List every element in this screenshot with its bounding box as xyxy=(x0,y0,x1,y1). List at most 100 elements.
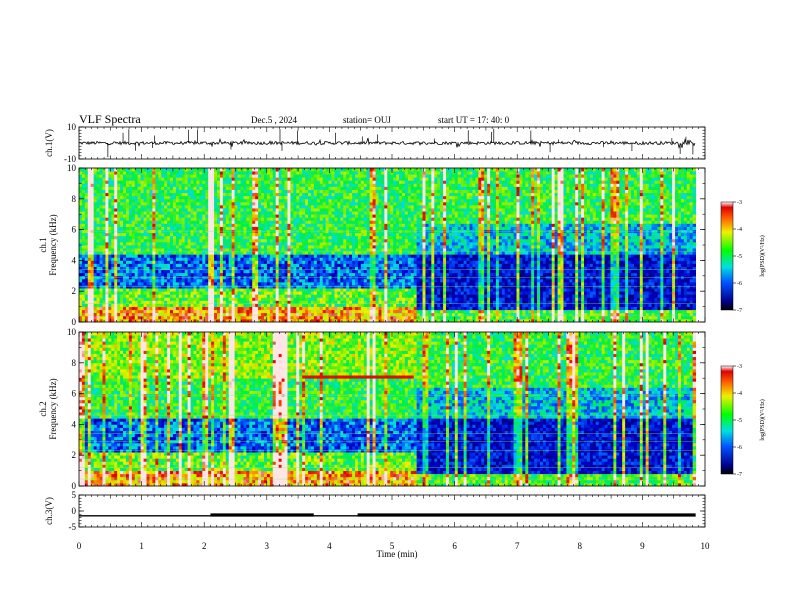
spectrogram-cell xyxy=(81,260,86,264)
spectrogram-cell xyxy=(184,303,189,307)
spectrogram-cell xyxy=(152,235,156,240)
spectrogram-cell xyxy=(199,201,203,206)
spectrogram-cell xyxy=(158,192,162,197)
spectrogram-cell xyxy=(84,198,89,203)
spectrogram-cell xyxy=(293,272,297,277)
spectrogram-cell xyxy=(319,183,324,187)
spectrogram-cell xyxy=(131,183,136,187)
spectrogram-cell xyxy=(334,245,338,249)
spectrogram-cell xyxy=(352,168,356,172)
spectrogram-cell xyxy=(131,312,136,317)
spectrogram-cell xyxy=(293,198,297,203)
spectrogram-cell xyxy=(137,260,142,264)
spectrogram-cell xyxy=(93,201,98,206)
spectrogram-cell xyxy=(352,226,356,230)
spectrogram-cell xyxy=(102,195,106,200)
spectrogram-cell xyxy=(152,186,156,190)
spectrogram-cell xyxy=(102,257,106,261)
spectrogram-cell xyxy=(331,309,335,314)
spectrogram-cell xyxy=(334,171,338,175)
spectrogram-cell xyxy=(325,303,329,307)
spectrogram-cell xyxy=(199,223,203,227)
spectrogram-cell xyxy=(87,180,92,184)
spectrogram-cell xyxy=(343,241,347,246)
spectrogram-cell xyxy=(313,186,318,190)
spectrogram-cell xyxy=(187,315,191,320)
spectrogram-cell xyxy=(349,309,353,314)
spectrogram-cell xyxy=(125,288,130,292)
spectrogram-cell xyxy=(222,168,227,172)
spectrogram-cell xyxy=(275,217,280,221)
spectrogram-cell xyxy=(331,278,335,283)
spectrogram-cell xyxy=(211,260,215,264)
spectrogram-cell xyxy=(246,263,250,267)
spectrogram-cell xyxy=(269,235,274,240)
spectrogram-cell xyxy=(246,254,250,258)
spectrogram-cell xyxy=(278,211,282,215)
spectrogram-cell xyxy=(202,189,206,194)
spectrogram-cell xyxy=(302,291,306,295)
spectrogram-cell xyxy=(219,254,224,258)
spectrogram-cell xyxy=(328,238,332,243)
spectrogram-cell xyxy=(258,241,262,246)
spectrogram-cell xyxy=(225,303,230,307)
spectrogram-cell xyxy=(252,180,256,184)
spectrogram-cell xyxy=(293,189,297,194)
spectrogram-cell xyxy=(164,171,168,175)
spectrogram-cell xyxy=(219,309,224,314)
spectrogram-cell xyxy=(117,291,121,295)
spectrogram-cell xyxy=(214,318,218,323)
spectrogram-cell xyxy=(81,272,86,277)
spectrogram-cell xyxy=(87,211,92,215)
spectrogram-cell xyxy=(143,189,147,194)
spectrogram-cell xyxy=(155,291,159,295)
spectrogram-cell xyxy=(87,312,92,317)
spectrogram-cell xyxy=(228,300,233,304)
spectrogram-cell xyxy=(181,251,186,255)
spectrogram-cell xyxy=(128,168,133,172)
spectrogram-cell xyxy=(217,186,221,190)
spectrogram-cell xyxy=(319,214,324,218)
spectrogram-cell xyxy=(328,183,332,187)
spectrogram-cell xyxy=(99,291,103,295)
spectrogram-cell xyxy=(275,254,280,258)
spectrogram-cell xyxy=(228,174,233,178)
spectrogram-cell xyxy=(211,303,215,307)
spectrogram-cell xyxy=(240,241,244,246)
spectrogram-cell xyxy=(287,260,291,264)
spectrogram-cell xyxy=(217,241,221,246)
spectrogram-cell xyxy=(102,248,106,252)
spectrogram-cell xyxy=(252,201,256,206)
spectrogram-cell xyxy=(252,208,256,212)
spectrogram-cell xyxy=(219,312,224,317)
spectrogram-cell xyxy=(325,300,329,304)
spectrogram-cell xyxy=(308,232,312,237)
spectrogram-cell xyxy=(249,300,253,304)
spectrogram-cell xyxy=(99,251,103,255)
spectrogram-cell xyxy=(284,235,288,240)
spectrogram-cell xyxy=(343,315,347,320)
spectrogram-cell xyxy=(255,183,259,187)
spectrogram-cell xyxy=(222,201,227,206)
spectrogram-cell xyxy=(334,306,338,311)
spectrogram-cell xyxy=(346,306,350,311)
spectrogram-cell xyxy=(246,226,250,230)
spectrogram-cell xyxy=(255,171,259,175)
spectrogram-cell xyxy=(137,232,142,237)
spectrogram-cell xyxy=(187,238,191,243)
spectrogram-cell xyxy=(211,309,215,314)
spectrogram-cell xyxy=(93,189,98,194)
spectrogram-cell xyxy=(243,174,247,178)
spectrogram-cell xyxy=(263,288,268,292)
spectrogram-cell xyxy=(87,297,92,301)
spectrogram-cell xyxy=(255,214,259,218)
spectrogram-cell xyxy=(287,204,291,209)
spectrogram-cell xyxy=(310,254,315,258)
spectrogram-cell xyxy=(211,192,215,197)
spectrogram-cell xyxy=(134,288,139,292)
spectrogram-cell xyxy=(108,195,112,200)
spectrogram-cell xyxy=(325,220,329,224)
spectrogram-cell xyxy=(131,260,136,264)
spectrogram-cell xyxy=(137,204,142,209)
spectrogram-cell xyxy=(352,309,356,314)
